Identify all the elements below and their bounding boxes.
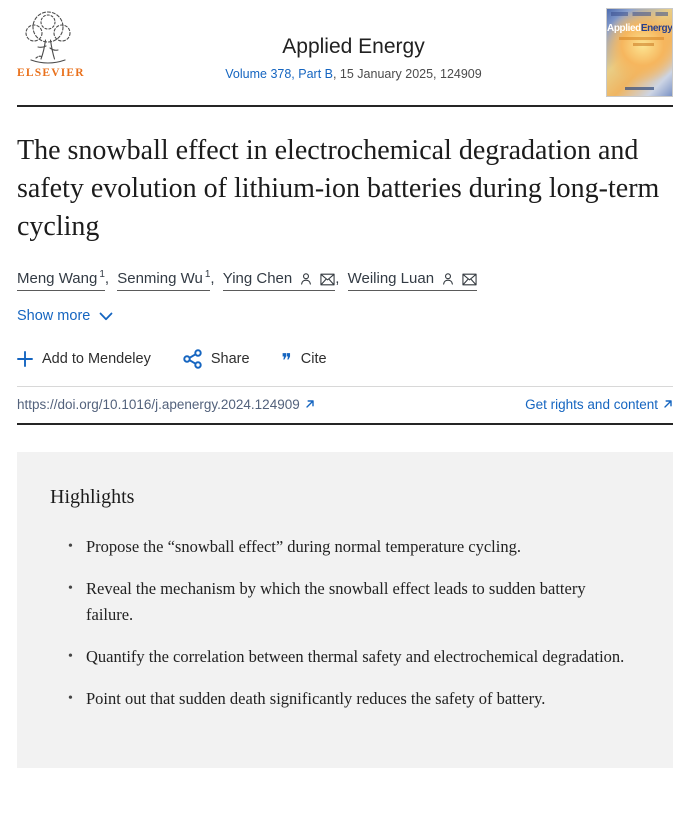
author-separator: ,: [104, 270, 114, 287]
article-title: The snowball effect in electrochemical d…: [17, 135, 660, 242]
elsevier-tree-icon: [25, 11, 71, 64]
highlight-item: Propose the “snowball effect” during nor…: [68, 534, 630, 560]
author-affiliation-sup: 1: [204, 269, 211, 280]
author-link[interactable]: Ying Chen: [222, 270, 336, 291]
author-list: Meng Wang 1, Senming Wu 1, Ying Chen, Weil…: [17, 269, 673, 291]
show-more-button[interactable]: Show more: [17, 308, 113, 324]
cover-top-strip: [611, 12, 668, 16]
elsevier-logo[interactable]: ELSEVIER: [17, 8, 101, 79]
issue-line: Volume 378, Part B, 15 January 2025, 124…: [101, 67, 606, 81]
author-link[interactable]: Meng Wang 1: [17, 269, 105, 291]
doi-bar: https://doi.org/10.1016/j.apenergy.2024.…: [17, 386, 673, 425]
author-name: Weiling Luan: [347, 270, 435, 287]
author-name: Senming Wu: [117, 270, 203, 287]
email-icon: [320, 273, 335, 286]
cover-journal-title: AppliedEnergy: [607, 23, 673, 34]
author-name: Ying Chen: [222, 270, 293, 287]
cite-label: Cite: [300, 351, 327, 367]
email-icon: [462, 273, 477, 286]
article-page: ELSEVIER Applied Energy Volume 378, Part…: [0, 0, 690, 768]
cover-subtitle-bar: [619, 37, 664, 40]
issue-info: , 15 January 2025, 124909: [332, 67, 482, 81]
highlight-item: Point out that sudden death significantl…: [68, 686, 630, 712]
plus-icon: [17, 351, 33, 367]
share-icon: [183, 349, 202, 369]
header-divider: [17, 105, 673, 107]
external-link-icon: [664, 400, 672, 408]
action-bar: Add to Mendeley Share ❞ Cite: [17, 349, 673, 372]
person-icon: [301, 273, 312, 285]
rights-and-content-link[interactable]: Get rights and content: [525, 397, 673, 412]
highlights-heading: Highlights: [50, 486, 135, 508]
highlights-panel: Highlights Propose the “snowball effect”…: [17, 452, 673, 768]
person-icon: [443, 273, 453, 285]
journal-masthead: Applied Energy Volume 378, Part B, 15 Ja…: [101, 8, 606, 81]
add-to-mendeley-label: Add to Mendeley: [42, 351, 151, 367]
share-button[interactable]: Share: [183, 349, 250, 369]
external-link-icon: [306, 400, 314, 408]
journal-header: ELSEVIER Applied Energy Volume 378, Part…: [17, 0, 673, 105]
chevron-down-icon: [99, 312, 113, 320]
author-affiliation-sup: 1: [99, 269, 105, 280]
journal-title-link[interactable]: Applied Energy: [282, 35, 425, 58]
highlights-list: Propose the “snowball effect” during nor…: [50, 534, 640, 712]
cite-button[interactable]: ❞ Cite: [281, 350, 327, 372]
author-name: Meng Wang: [17, 270, 98, 287]
add-to-mendeley-button[interactable]: Add to Mendeley: [17, 351, 151, 367]
show-more-label: Show more: [17, 308, 91, 324]
author-separator: ,: [210, 270, 219, 287]
volume-link[interactable]: Volume 378, Part B: [225, 67, 333, 81]
doi-link[interactable]: https://doi.org/10.1016/j.apenergy.2024.…: [17, 397, 315, 412]
author-link[interactable]: Weiling Luan: [347, 270, 478, 291]
author-separator: ,: [335, 270, 344, 287]
author-link[interactable]: Senming Wu 1: [117, 269, 211, 291]
cover-subtitle-bar2: [633, 43, 654, 46]
cover-footer-bar: [625, 87, 654, 90]
highlight-item: Quantify the correlation between thermal…: [68, 644, 630, 670]
highlight-item: Reveal the mechanism by which the snowba…: [68, 576, 630, 628]
journal-cover-thumbnail[interactable]: AppliedEnergy: [606, 8, 673, 97]
share-label: Share: [210, 351, 250, 367]
elsevier-wordmark: ELSEVIER: [17, 67, 85, 79]
